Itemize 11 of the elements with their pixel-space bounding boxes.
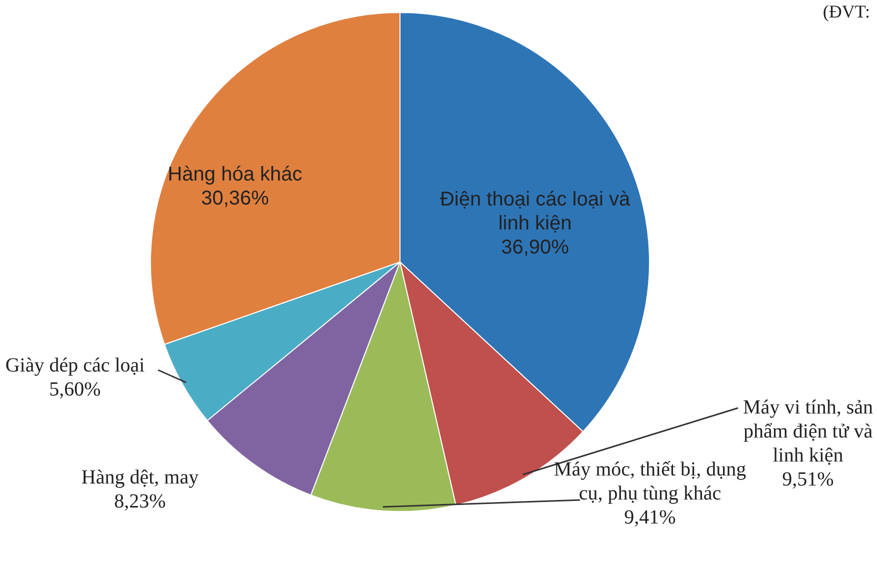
slice-label: Hàng dệt, may xyxy=(81,466,199,488)
data-label: 8,23% xyxy=(114,490,166,512)
data-label: 5,60% xyxy=(49,378,101,400)
data-label: 9,41% xyxy=(624,506,676,528)
slice-label: Giày dép các loại xyxy=(5,354,146,376)
data-label: 36,90% xyxy=(501,236,570,259)
slice-label: Hàng hóa khác xyxy=(168,164,302,186)
data-label: 9,51% xyxy=(782,468,834,490)
slice-label: Điện thoại các loại và linh kiện xyxy=(440,188,631,235)
text: (ĐVT: xyxy=(822,2,870,22)
data-label: 30,36% xyxy=(201,188,270,210)
